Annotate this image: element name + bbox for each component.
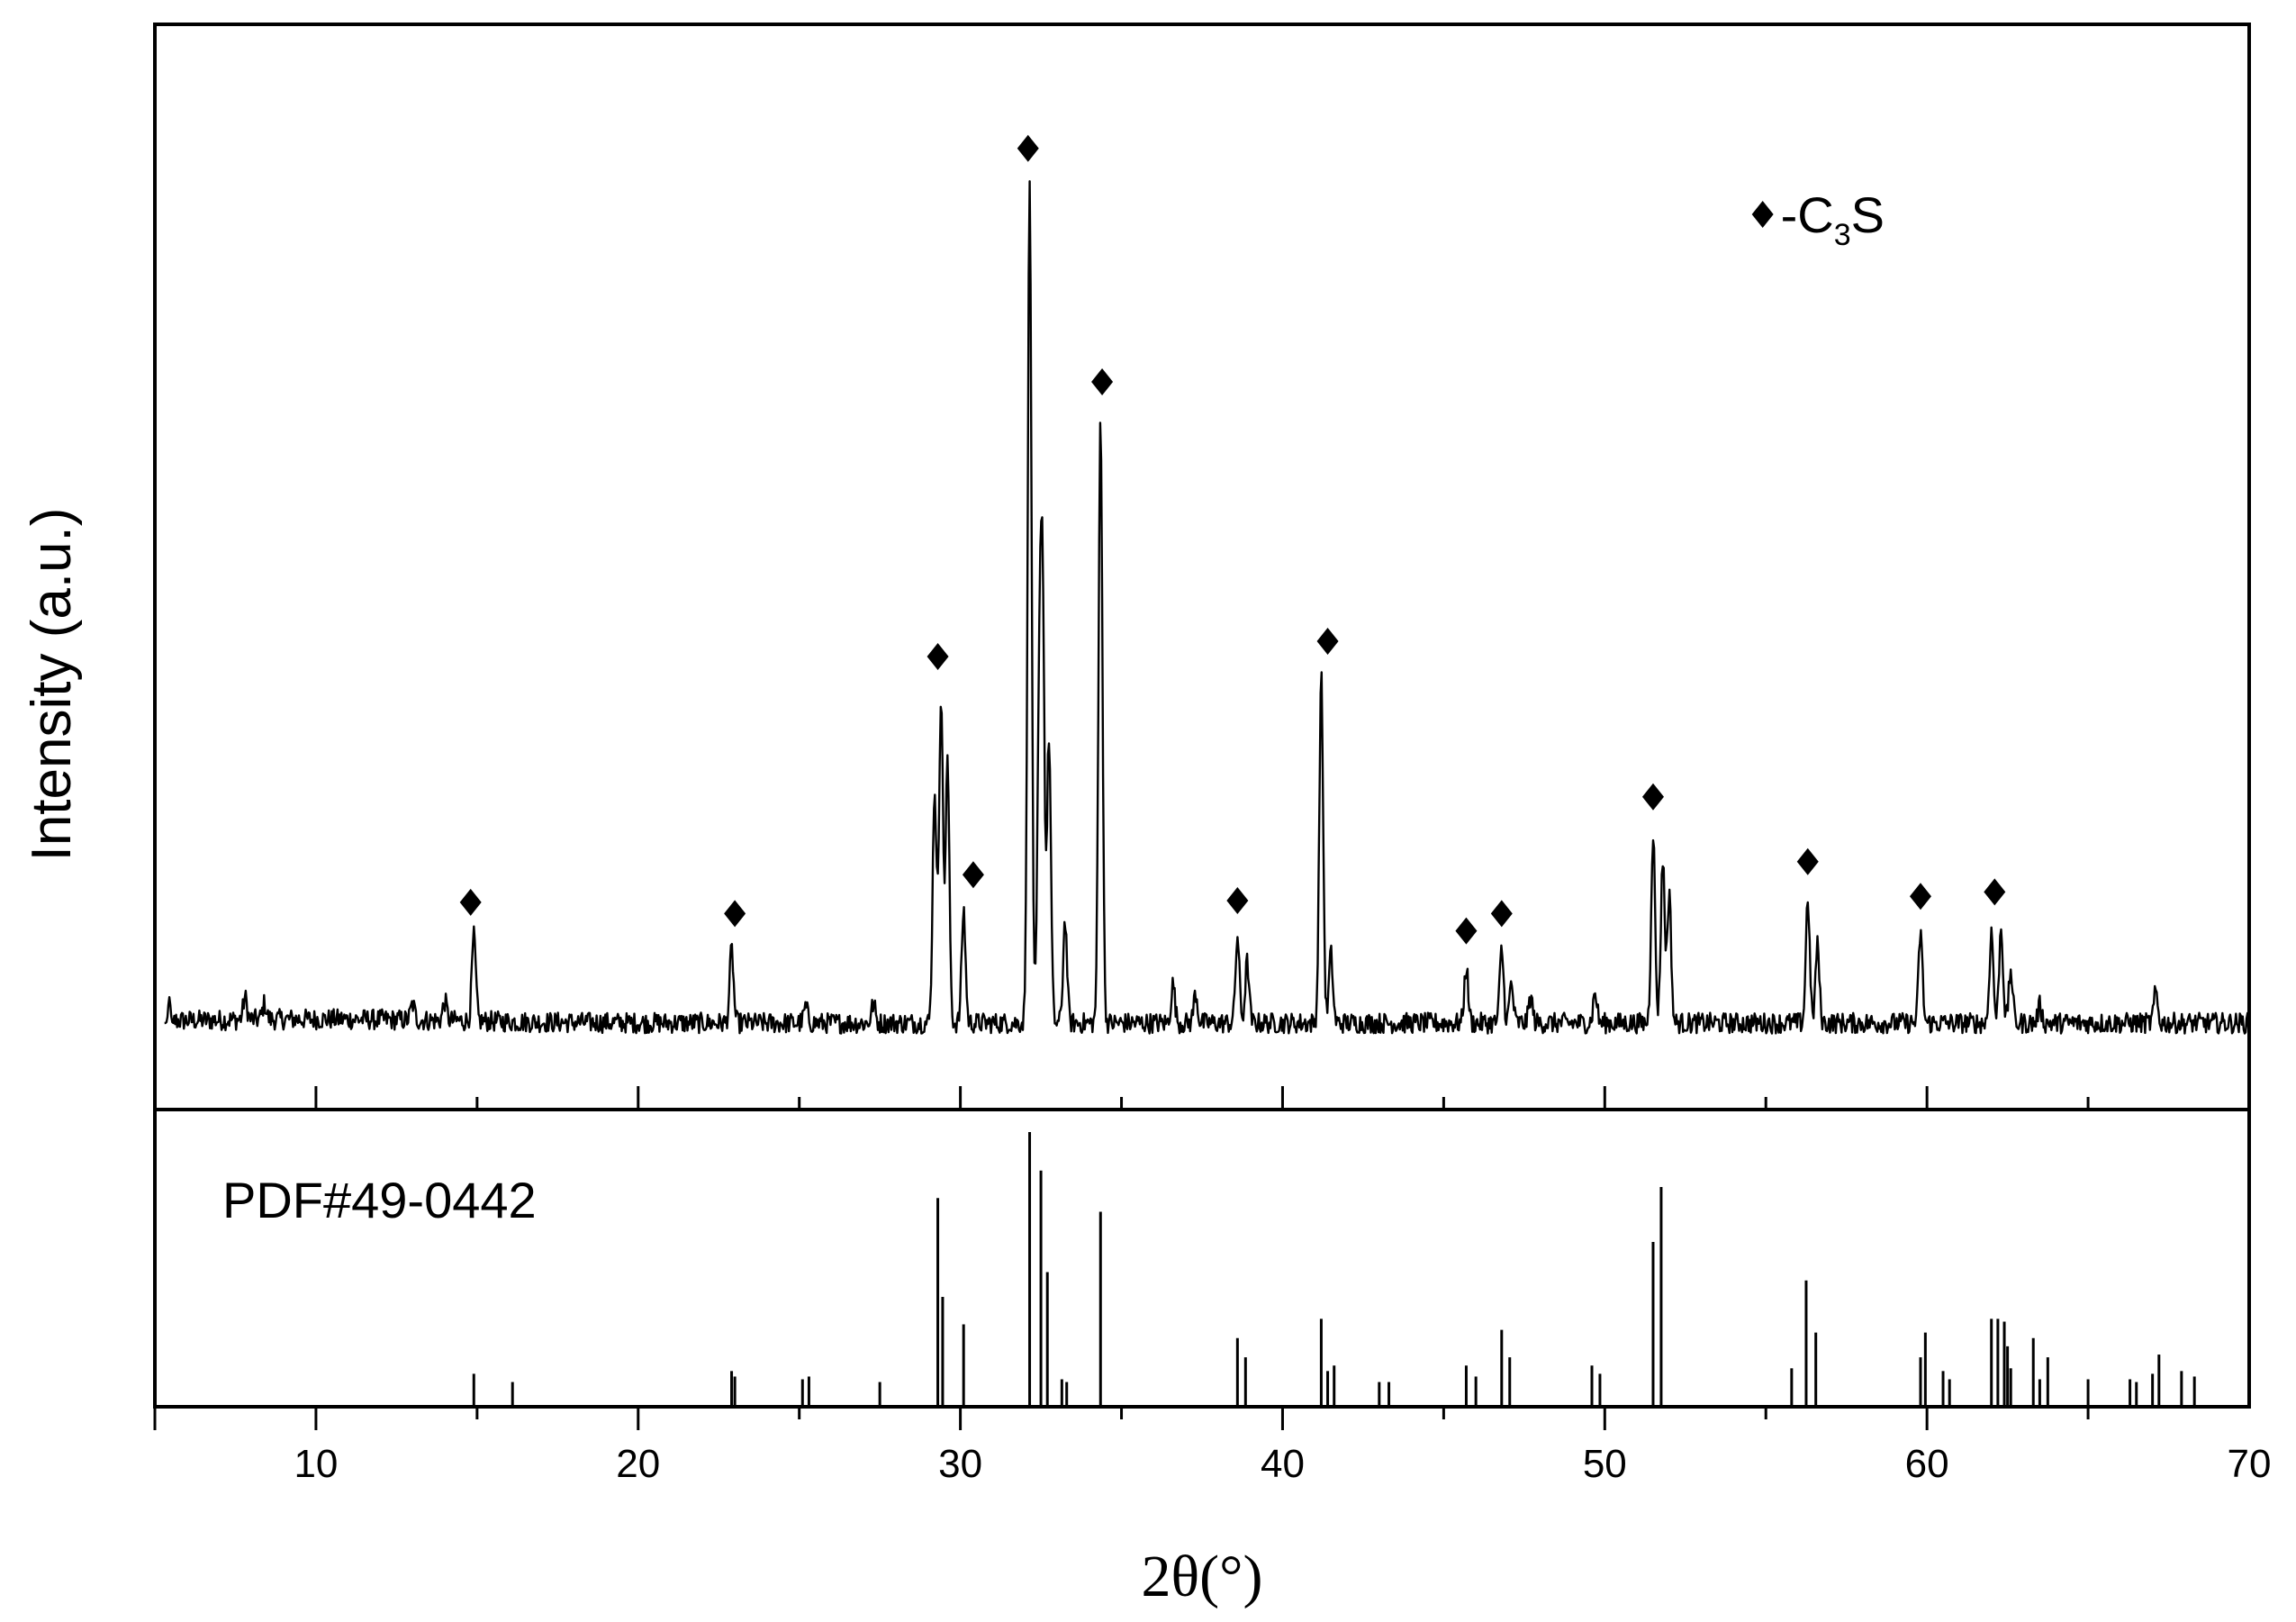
legend-label-suffix: S: [1851, 186, 1885, 243]
upper-plot-frame: [153, 23, 2251, 1111]
peak-marker-diamond-icon: [1226, 886, 1249, 914]
peak-marker-diamond-icon: [962, 861, 984, 889]
upper-panel-ticks: [314, 1086, 2090, 1110]
peak-marker-diamond-icon: [1316, 627, 1339, 655]
upper-panel: -C3S: [153, 23, 2251, 1111]
legend-diamond-icon: [1751, 201, 1774, 228]
lower-plot-frame: [153, 1108, 2251, 1409]
x-axis-ticks: 10 20 30 40 50 60 70: [153, 1407, 2272, 1486]
x-tick-label: 70: [2228, 1442, 2272, 1486]
x-axis-label: 2θ(°): [1142, 1544, 1263, 1609]
legend-label-subscript: 3: [1834, 218, 1851, 252]
peak-marker-diamond-icon: [1490, 900, 1513, 928]
legend-label-prefix: -C: [1781, 186, 1834, 243]
legend: -C3S: [1751, 186, 1885, 252]
peak-marker-diamond-icon: [1017, 134, 1039, 162]
peak-marker-diamond-icon: [927, 643, 949, 671]
y-axis-label: Intensity (a.u.): [21, 508, 83, 862]
x-tick-label: 40: [1261, 1442, 1305, 1486]
peak-marker-diamond-icon: [459, 888, 482, 916]
reference-pattern-label: PDF#49-0442: [222, 1172, 537, 1228]
peak-marker-diamond-icon: [1641, 783, 1664, 811]
x-tick-label: 50: [1583, 1442, 1627, 1486]
xrd-pattern-line: [164, 180, 2250, 1035]
legend-label: -C3S: [1781, 186, 1885, 252]
reference-sticks: [472, 1132, 2196, 1407]
x-tick-label: 20: [616, 1442, 660, 1486]
x-tick-label: 10: [294, 1442, 338, 1486]
lower-panel: PDF#49-0442 10 20 30 40 50 60 70: [153, 1108, 2272, 1486]
peak-marker-diamond-icon: [1796, 847, 1819, 875]
peak-marker-diamond-icon: [1909, 883, 1931, 911]
peak-marker-diamond-icon: [1984, 878, 2006, 906]
x-tick-label: 30: [938, 1442, 982, 1486]
peak-markers: [459, 134, 2006, 945]
peak-marker-diamond-icon: [1091, 368, 1114, 395]
peak-marker-diamond-icon: [724, 900, 746, 928]
peak-marker-diamond-icon: [1455, 917, 1478, 945]
x-tick-label: 60: [1905, 1442, 1949, 1486]
